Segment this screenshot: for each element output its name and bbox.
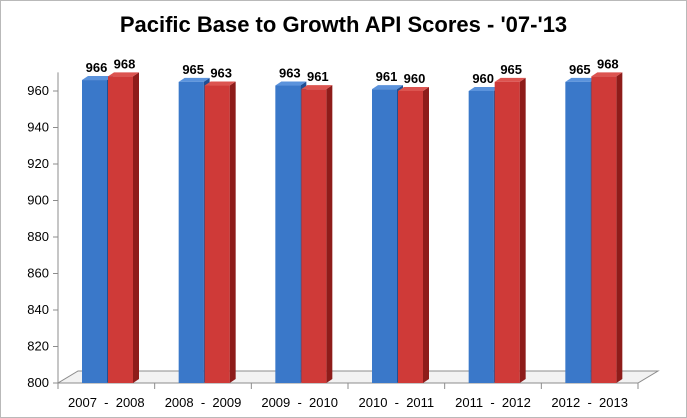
bar-series-1 [275,85,301,384]
y-tick-label: 860 [27,266,49,281]
bar-series-2 [108,76,133,384]
bar-series-2-top [204,81,236,86]
bar-series-2-side [133,72,139,384]
x-tick-label: 2009 - 2010 [261,395,338,410]
data-label-series-1: 963 [279,66,301,81]
bar-series-2-top [108,72,139,77]
bar-series-1 [178,81,204,383]
data-label-series-2: 963 [210,66,232,81]
bar-series-1-top [468,87,500,91]
y-tick-label: 880 [27,229,49,244]
data-label-series-1: 965 [569,62,591,77]
bar-series-2-top [494,77,526,82]
y-tick-label: 900 [27,193,49,208]
bar-series-2-top [301,85,333,90]
x-tick-label: 2010 - 2011 [359,395,435,410]
bar-series-1-top [275,81,307,86]
data-label-series-1: 965 [182,62,204,77]
data-label-series-1: 966 [86,60,108,75]
y-tick-label: 960 [27,83,49,98]
y-tick-label: 840 [27,302,49,317]
bar-series-2-side [616,72,623,384]
data-label-series-2: 965 [500,62,522,77]
bar-series-1-top [178,77,210,82]
bar-series-2 [591,76,617,384]
bar-series-2-side [229,81,236,384]
data-label-series-1: 960 [472,71,494,86]
bar-series-1 [565,81,591,383]
bar-series-2-side [326,85,333,384]
x-tick-label: 2007 - 2008 [68,395,145,410]
bar-series-2-side [519,77,526,383]
x-tick-label: 2008 - 2009 [165,395,242,410]
bar-series-1-top [565,77,597,82]
bar-series-1 [468,91,494,383]
bar-series-2-top [398,87,429,91]
bar-series-2 [398,91,423,383]
bar-series-1-top [82,76,113,81]
x-tick-label: 2011 - 2012 [455,395,531,410]
bar-series-2 [204,85,230,384]
y-tick-label: 940 [27,120,49,135]
y-tick-label: 820 [27,339,49,354]
data-label-series-2: 968 [597,56,619,71]
data-label-series-2: 968 [114,56,136,71]
bar-series-1 [82,80,107,384]
chart-title: Pacific Base to Growth API Scores - '07-… [119,12,568,37]
bar-series-1 [372,89,397,384]
data-label-series-2: 961 [307,69,329,84]
bar-series-1-top [372,85,403,90]
y-tick-label: 800 [27,375,49,390]
y-tick-label: 920 [27,156,49,171]
bar-series-2-top [591,72,623,77]
bar-series-2-side [423,87,429,383]
bar-series-2 [494,81,520,383]
data-label-series-2: 960 [404,71,426,86]
data-label-series-1: 961 [376,69,398,84]
x-tick-label: 2012 - 2013 [551,395,628,410]
bar-series-2 [301,89,327,384]
